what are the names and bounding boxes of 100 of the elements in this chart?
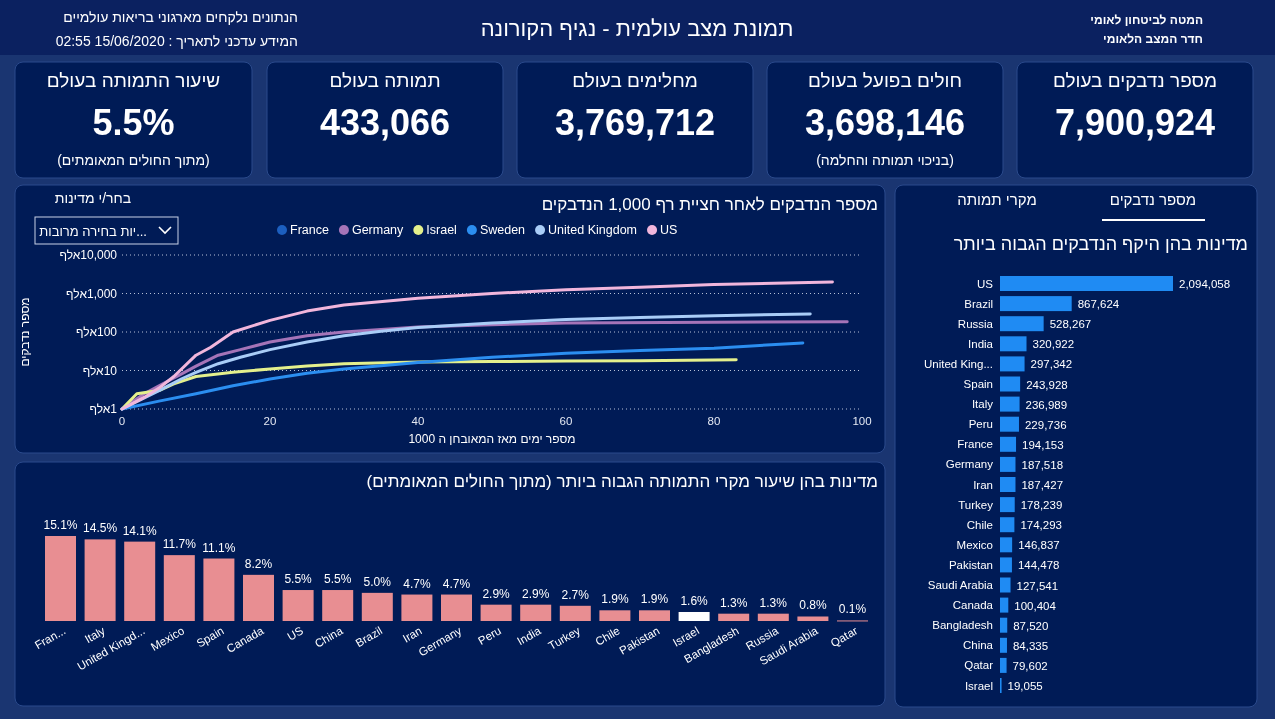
y-axis-title: מספר נדבקים: [18, 297, 32, 367]
y-tick-label: Russia: [957, 317, 994, 330]
bar: [599, 610, 631, 621]
text: תמותה בעולם: [329, 70, 441, 91]
bar: [1000, 296, 1072, 312]
bar: [1000, 477, 1016, 492]
legend-label: United Kingdom: [548, 223, 638, 237]
text: שיעור התמותה בעולם: [46, 70, 221, 91]
legend-label: US: [660, 223, 678, 237]
x-tick-label: Peru: [476, 624, 504, 647]
data-label: 5.5%: [284, 572, 313, 587]
bar: [797, 616, 829, 621]
bar: [1000, 356, 1025, 372]
bar: [1000, 557, 1012, 573]
data-label: 174,293: [1020, 519, 1062, 532]
x-tick-label: Fran...: [32, 624, 68, 652]
data-label: 4.7%: [442, 576, 471, 591]
y-tick-label: Spain: [963, 378, 993, 390]
bar: [84, 539, 116, 621]
x-tick-label: 20: [263, 415, 277, 427]
x-tick-label: China: [312, 624, 346, 650]
data-label: 5.5%: [324, 572, 352, 587]
y-tick-label: Canada: [952, 599, 994, 612]
data-label: 2,094,058: [1179, 278, 1231, 290]
y-tick-label: France: [957, 438, 993, 451]
bar: [1000, 617, 1008, 633]
y-tick-label: Italy: [971, 398, 994, 411]
bar: [1000, 376, 1021, 392]
legend-label: Israel: [426, 223, 457, 237]
x-tick-label: 40: [411, 415, 425, 427]
y-tick-label: 1אלף: [89, 402, 118, 416]
text: 7,900,924: [1054, 102, 1216, 143]
text: המטה לביטחון לאומי: [1090, 13, 1203, 27]
data-label: 2.9%: [482, 586, 511, 601]
text: מספר נדבקים בעולם: [1052, 70, 1218, 91]
data-label: 14.5%: [83, 521, 118, 536]
y-tick-label: Iran: [973, 478, 993, 491]
bar: [163, 555, 195, 621]
bar: [1000, 497, 1015, 513]
bar: [441, 594, 472, 621]
data-label: 187,427: [1021, 479, 1064, 491]
text: 3,698,146: [804, 102, 966, 143]
text: (בניכוי תמותה והחלמה): [816, 152, 954, 168]
data-label: 194,153: [1022, 438, 1064, 451]
text: בחר/י מדינות: [54, 190, 132, 206]
data-label: 243,928: [1026, 378, 1068, 391]
bar: [1000, 336, 1027, 352]
bar: [1000, 276, 1173, 291]
chart-title: מדינות בהן היקף הנדבקים הגבוה ביותר: [953, 234, 1248, 254]
data-label: 8.2%: [244, 556, 273, 571]
data-label: 528,267: [1049, 318, 1092, 331]
x-tick-label: Spain: [194, 624, 226, 650]
text: המידע עדכני לתאריך : 15/06/2020 02:55: [55, 33, 298, 49]
x-tick-label: 60: [559, 415, 573, 427]
line-series: [120, 280, 834, 411]
text: חולים בפועל בעולם: [807, 70, 963, 91]
bar: [718, 613, 750, 621]
text: חדר המצב הלאומי: [1103, 32, 1203, 46]
y-tick-label: Mexico: [956, 538, 993, 551]
bar: [1000, 517, 1015, 533]
y-tick-label: 10אלף: [82, 363, 118, 378]
text: הנתונים נלקחים מארגוני בריאות עולמיים: [63, 9, 298, 25]
data-label: 14.1%: [122, 523, 158, 538]
data-label: 127,541: [1016, 579, 1059, 592]
bar: [1000, 436, 1017, 452]
legend-label: Sweden: [479, 223, 526, 237]
data-label: 19,055: [1007, 680, 1043, 692]
text: תמונת מצב עולמית - נגיף הקורונה: [480, 16, 794, 41]
data-label: 229,736: [1024, 418, 1067, 431]
data-label: 178,239: [1020, 499, 1063, 512]
y-tick-label: United King...: [923, 357, 993, 370]
bar: [282, 590, 314, 621]
y-tick-label: Brazil: [964, 297, 993, 310]
bar: [520, 604, 552, 621]
data-label: 0.1%: [838, 602, 867, 617]
y-tick-label: India: [968, 337, 994, 350]
text: מקרי תמותה: [957, 191, 1037, 208]
data-label: 79,602: [1012, 659, 1048, 672]
legend-label: France: [290, 223, 329, 237]
data-label: 1.3%: [720, 595, 748, 610]
data-label: 2.7%: [561, 587, 590, 602]
bar: [559, 605, 591, 621]
bar: [1000, 537, 1013, 553]
y-tick-label: 10,000אלף: [59, 248, 118, 262]
data-label: 100,404: [1014, 599, 1057, 612]
text: 5.5%: [92, 102, 175, 143]
data-label: 0.8%: [799, 598, 827, 613]
bar: [401, 594, 433, 621]
data-label: 1.3%: [759, 595, 788, 610]
bar: [124, 541, 156, 621]
x-tick-label: Qatar: [828, 624, 860, 650]
data-label: 84,335: [1012, 639, 1049, 652]
bar: [1000, 637, 1007, 653]
y-tick-label: Turkey: [958, 498, 994, 511]
data-label: 236,989: [1025, 398, 1068, 411]
bar: [203, 558, 235, 621]
data-label: 320,922: [1032, 338, 1075, 351]
data-label: 1.9%: [601, 592, 629, 607]
text: 433,066: [319, 102, 451, 143]
bar: [1000, 396, 1020, 412]
